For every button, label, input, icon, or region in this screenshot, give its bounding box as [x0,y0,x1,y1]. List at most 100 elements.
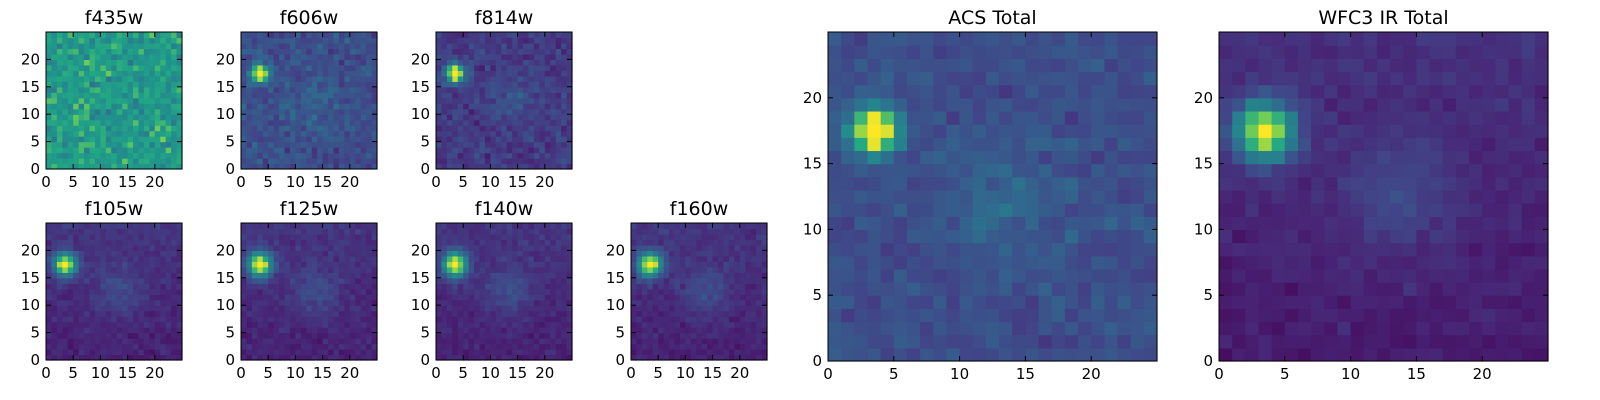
heatmap-cell [533,233,540,241]
heatmap-cell [880,203,895,217]
heatmap-cell [1143,229,1158,244]
heatmap-cell [446,97,453,104]
heatmap-cell [371,349,378,356]
heatmap-cell [669,233,676,241]
heatmap-cell [262,163,269,170]
heatmap-cell [479,70,486,77]
heatmap-cell [561,158,568,165]
heatmap-cell [344,332,351,339]
heatmap-cell [457,283,464,290]
heatmap-cell [84,244,91,251]
heatmap-cell [1091,176,1105,191]
heatmap-cell [62,288,69,295]
heatmap-cell [89,305,96,312]
heatmap-cell [127,283,134,290]
heatmap-cell [641,223,648,230]
heatmap-cell [268,294,275,301]
heatmap-cell [685,332,692,339]
heatmap-cell [739,277,746,284]
heatmap-cell [550,147,557,154]
heatmap-cell [251,244,258,251]
heatmap-cell [468,223,475,230]
heatmap-cell [690,272,697,279]
heatmap-cell [149,37,156,44]
heatmap-cell [479,310,486,317]
heatmap-cell [495,310,502,317]
heatmap-cell [690,321,697,328]
heatmap-cell [176,70,183,77]
heatmap-cell [105,70,112,77]
heatmap-cell [246,81,253,88]
heatmap-cell [920,150,934,165]
heatmap-cell [501,119,508,126]
heatmap-cell [268,266,275,273]
heatmap-cell [550,53,557,60]
heatmap-cell [366,163,373,170]
heatmap-cell [658,223,665,230]
heatmap-cell [295,299,302,306]
heatmap-cell [84,125,91,132]
heatmap-cell [89,332,96,339]
heatmap-cell [355,163,362,170]
heatmap-cell [457,92,464,99]
heatmap-cell [300,223,307,230]
heatmap-cell [652,250,659,257]
heatmap-cell [906,321,921,336]
heatmap-cell [143,294,150,301]
heatmap-cell [328,233,335,241]
heatmap-cell [138,92,145,99]
heatmap-cell [73,125,80,132]
heatmap-cell [105,272,112,279]
heatmap-cell [94,316,101,323]
heatmap-cell [663,266,670,273]
heatmap-cell [495,332,502,339]
heatmap-cell [366,136,373,143]
heatmap-cell [160,255,167,262]
heatmap-cell [165,136,172,143]
heatmap-cell [495,266,502,273]
heatmap-cell [349,316,356,323]
heatmap-cell [268,147,275,154]
heatmap-cell [328,70,335,77]
heatmap-cell [712,305,719,312]
heatmap-cell [959,295,974,309]
heatmap-cell [171,244,178,251]
heatmap-cell [268,338,275,345]
heatmap-cell [176,152,183,159]
heatmap-cell [122,299,129,306]
heatmap-cell [555,310,562,317]
heatmap-cell [349,75,356,82]
heatmap-cell [636,299,643,306]
heatmap-cell [56,147,63,154]
heatmap-cell [273,228,280,235]
heatmap-cell [111,114,118,121]
heatmap-cell [116,97,123,104]
heatmap-cell [94,354,101,361]
heatmap-cell [647,239,654,246]
heatmap-cell [111,108,118,115]
heatmap-cell [512,103,519,110]
heatmap-cell [46,141,53,148]
heatmap-cell [761,294,768,301]
x-tick-label: 0 [626,364,636,382]
heatmap-cell [46,81,53,88]
heatmap-cell [306,48,313,55]
heatmap-cell [479,75,486,82]
heatmap-cell [501,266,508,273]
heatmap-cell [62,327,69,334]
heatmap-cell [566,332,573,339]
heatmap-cell [154,316,161,323]
heatmap-cell [641,327,648,334]
heatmap-cell [999,150,1013,165]
heatmap-cell [636,310,643,317]
heatmap-cell [468,294,475,301]
heatmap-cell [295,244,302,251]
heatmap-cell [441,114,448,121]
heatmap-cell [279,86,286,93]
heatmap-cell [739,349,746,356]
heatmap-cell [1012,347,1026,362]
heatmap-cell [539,343,546,350]
heatmap-cell [246,305,253,312]
heatmap-cell [279,103,286,110]
y-tick-label: 0 [615,351,625,369]
